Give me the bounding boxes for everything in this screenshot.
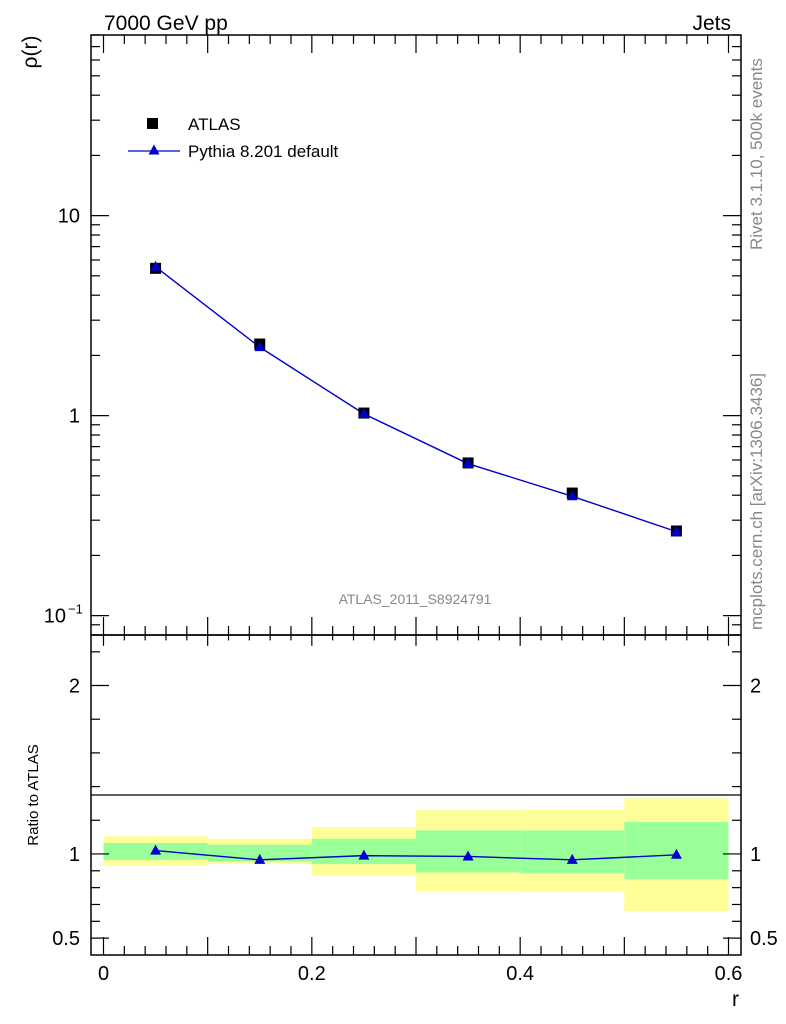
main-y-tick-label: 1 — [69, 406, 80, 428]
legend: ATLAS Pythia 8.201 default — [128, 115, 339, 161]
ratio-y-ticks: 0.5 0.5 1 1 2 2 — [52, 651, 778, 950]
rivet-label: Rivet 3.1.10, 500k events — [747, 58, 766, 250]
ratio-pythia-point — [150, 844, 162, 855]
mcplots-label: mcplots.cern.ch [arXiv:1306.3436] — [747, 373, 766, 630]
x-axis-label: r — [732, 988, 739, 1011]
header-right: Jets — [692, 12, 731, 35]
ratio-pythia-point — [566, 853, 578, 864]
ratio-pythia-point — [358, 849, 370, 860]
x-tick-label: 0.4 — [506, 963, 534, 985]
pythia-point — [670, 525, 682, 536]
pythia-point — [566, 490, 578, 501]
pythia-point — [254, 341, 266, 352]
legend-atlas-marker — [147, 118, 158, 129]
legend-pythia-label: Pythia 8.201 default — [188, 142, 339, 161]
ratio-y-tick-label-right: 0.5 — [750, 928, 778, 950]
ratio-pythia-point — [670, 848, 682, 859]
x-tick-label: 0 — [98, 963, 109, 985]
ratio-pythia-point — [254, 853, 266, 864]
x-ticks: 0 0.2 0.4 0.6 — [98, 35, 742, 985]
ratio-y-tick-label-right: 2 — [750, 676, 761, 698]
main-y-tick-label: 10 — [58, 206, 80, 228]
ratio-marks — [150, 844, 682, 864]
ratio-y-axis-label: Ratio to ATLAS — [25, 744, 42, 845]
x-tick-label: 0.6 — [715, 963, 743, 985]
header-left: 7000 GeV pp — [104, 12, 228, 35]
ratio-y-tick-label-left: 0.5 — [52, 928, 80, 950]
main-y-tick-exponent: −1 — [68, 602, 83, 617]
main-y-axis-label: ρ(r) — [19, 36, 42, 69]
pythia-point — [150, 260, 162, 271]
legend-atlas-label: ATLAS — [188, 115, 241, 134]
main-y-tick-label: 10 — [44, 606, 66, 628]
ratio-panel: 0.5 0.5 1 1 2 2 0 0.2 0.4 0.6 Ratio to ATLAS r — [25, 35, 778, 1011]
pythia-point — [462, 457, 474, 468]
legend-pythia-marker — [148, 144, 160, 155]
ratio-y-tick-label-left: 2 — [69, 676, 80, 698]
ratio-pythia-line — [155, 849, 677, 861]
pythia-line — [155, 266, 677, 533]
ratio-inner-band — [520, 830, 625, 874]
ratio-pythia-point — [462, 850, 474, 861]
main-marks — [150, 260, 682, 537]
pythia-point — [358, 407, 370, 418]
analysis-watermark: ATLAS_2011_S8924791 — [339, 591, 492, 607]
ratio-y-tick-label-left: 1 — [69, 844, 80, 866]
ratio-y-tick-label-right: 1 — [750, 844, 761, 866]
x-tick-label: 0.2 — [298, 963, 326, 985]
